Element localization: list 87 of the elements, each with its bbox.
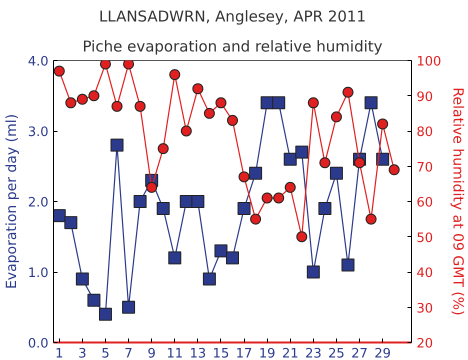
point [156,202,170,216]
y2-tick-label: 80 [416,125,434,140]
x-tick-label: 21 [282,346,299,360]
x-tick-label: 27 [351,346,368,360]
point [319,157,330,168]
point [308,97,319,108]
point [249,166,262,180]
point [388,164,400,176]
point [122,300,136,314]
y2-tick-label: 40 [416,266,434,281]
y-tick-label: 4.0 [28,54,49,70]
x-tick-label: 11 [166,346,184,360]
x-tick-label: 13 [190,346,206,360]
point [110,138,124,152]
point [284,182,296,193]
x-tick-label: 19 [258,346,276,360]
point [354,157,366,168]
point [296,231,308,242]
point [330,166,343,180]
y2-tick-label: 20 [416,336,434,352]
point [227,114,238,126]
point [238,171,250,182]
point [215,97,226,108]
point [341,258,354,272]
point [169,69,180,80]
y2-tick-label: 30 [416,301,434,316]
y-tick-label: 0.0 [28,336,49,352]
point [54,66,65,77]
point [168,251,182,264]
x-tick-label: 17 [236,346,252,360]
x-tick-label: 25 [328,346,345,360]
point [64,216,78,230]
y-tick-label: 1.0 [28,266,49,281]
y2-tick-label: 100 [416,54,442,70]
point [295,146,308,159]
point [112,100,123,112]
point [204,108,215,119]
x-tick-label: 23 [305,346,322,360]
point [272,96,286,110]
y2-tick-label: 60 [416,196,434,210]
chart-title: LLANSADWRN, Anglesey, APR 2011 [99,8,366,26]
point [146,182,158,193]
point [100,60,111,70]
y-tick-label: 3.0 [28,125,49,140]
point [54,209,66,222]
x-tick-label: 15 [212,346,230,360]
point [180,126,192,136]
point [377,118,388,130]
point [366,214,377,225]
point [76,94,88,105]
point [273,192,284,204]
point [65,97,76,108]
point [87,294,100,307]
point [364,96,378,110]
point [342,86,354,98]
point [191,195,204,208]
point [192,83,204,94]
point [88,90,100,102]
chart-subtitle: Piche evaporation and relative humidity [82,38,383,56]
x-tick-label: 9 [148,346,156,360]
point [226,251,239,264]
point [284,152,297,166]
x-tick-label: 29 [374,346,391,360]
point [158,143,169,154]
y2-tick-label: 90 [416,90,434,105]
y2-tick-label: 70 [416,160,434,176]
x-tick-label: 5 [101,346,110,360]
point [202,272,216,286]
x-tick-label: 3 [78,346,87,360]
y-tick-label: 2.0 [28,196,49,210]
point [306,266,320,278]
point [330,111,342,122]
point [262,192,273,204]
y2-axis-title: Relative humidity at 09 GMT (%) [449,87,466,316]
x-tick-label: 1 [55,346,64,360]
point [123,60,134,70]
y-axis-title: Evaporation per day (ml) [4,114,20,290]
point [134,195,147,208]
point [250,214,262,225]
x-tick-label: 7 [124,346,133,360]
point [98,308,112,321]
y2-tick-label: 50 [416,230,434,246]
point [76,272,89,286]
point [318,202,332,216]
point [134,100,146,112]
point [214,244,228,258]
point [238,202,251,216]
